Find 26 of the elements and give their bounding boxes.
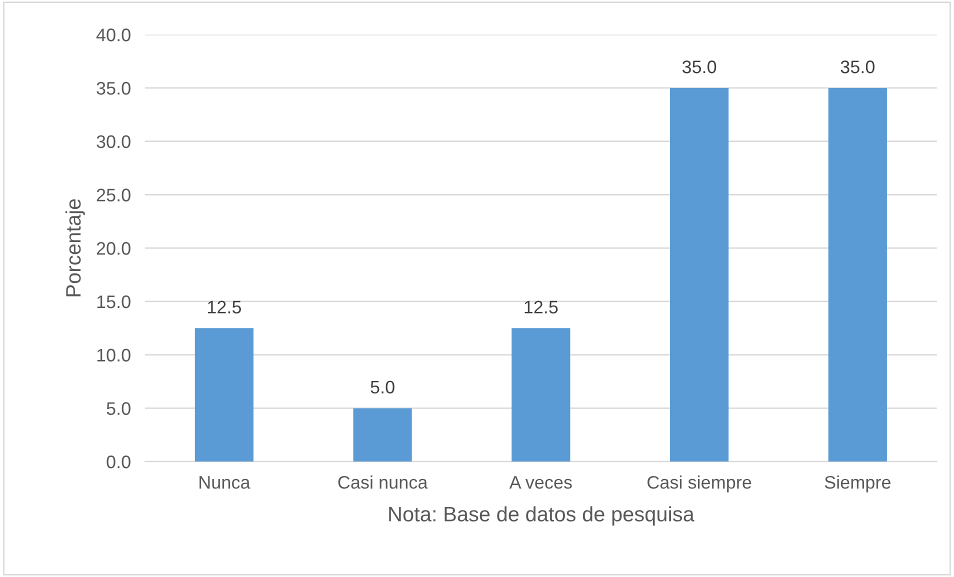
x-tick-label: A veces: [509, 476, 572, 489]
bar: [512, 328, 570, 462]
x-tick-label: Nunca: [200, 476, 250, 489]
y-tick-label: 25.0: [96, 188, 130, 202]
x-tick-label: Casi siempre: [648, 475, 752, 492]
bar: [670, 88, 729, 462]
bar: [194, 328, 254, 462]
y-tick-label: 15.0: [97, 295, 130, 308]
y-tick-label: 20.0: [96, 242, 130, 255]
y-tick-label: 30.0: [96, 135, 130, 148]
x-tick-label: Siempre: [824, 475, 890, 492]
bar: [828, 88, 887, 462]
data-label: 12.5: [524, 300, 558, 314]
y-axis-title: Porcentaje: [65, 199, 85, 296]
bar: [353, 408, 412, 462]
y-tick-label: 0.0: [106, 456, 130, 468]
y-tick-label: 5.0: [106, 402, 130, 415]
data-label: 35.0: [840, 60, 875, 74]
y-tick-label: 35.0: [96, 82, 130, 95]
data-label: 12.5: [208, 300, 242, 314]
y-tick-label: 10.0: [97, 348, 130, 362]
y-tick-label: 40.0: [96, 28, 130, 42]
data-label: 35.0: [682, 60, 716, 74]
data-label: 5.0: [370, 380, 394, 394]
x-tick-label: Casi nunca: [338, 475, 428, 489]
x-axis-title: Nota: Base de datos de pesquisa: [389, 506, 694, 526]
